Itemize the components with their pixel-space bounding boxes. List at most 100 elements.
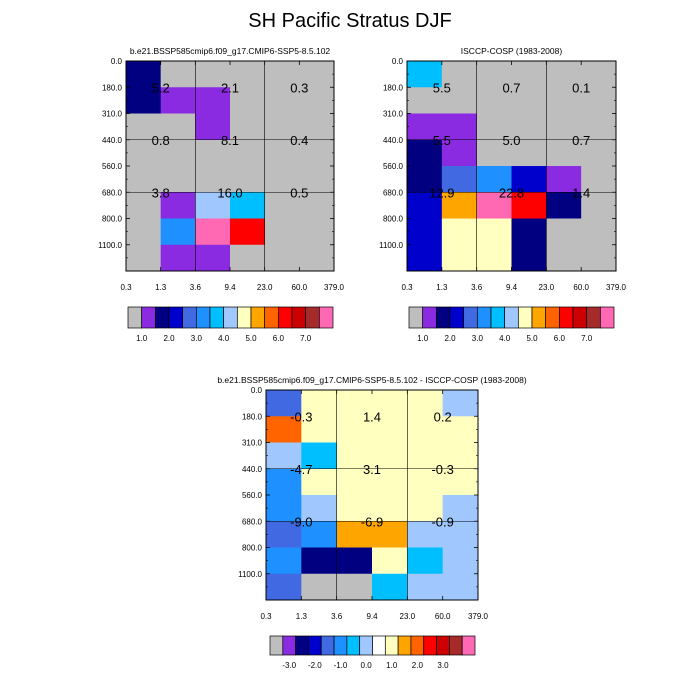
heatmap-cell [546, 244, 582, 272]
heatmap-cell [266, 521, 302, 548]
y-tick-label: 1100.0 [98, 241, 122, 250]
heatmap-cell [299, 87, 335, 114]
colorbar-swatch [168, 306, 184, 329]
heatmap-cell [301, 390, 338, 417]
heatmap-cell [581, 192, 617, 219]
y-tick-label: 680.0 [102, 188, 123, 197]
panel-3: b.e21.BSSP585cmip6.f09_g17.CMIP6-SSP5-8.… [217, 375, 526, 670]
heatmap-cell [476, 113, 512, 141]
box-value: -4.7 [290, 462, 312, 477]
heatmap-cell [266, 547, 302, 575]
heatmap-cell [442, 573, 479, 601]
heatmap-cell [126, 192, 162, 219]
heatmap-cell [264, 166, 300, 193]
heatmap-cell [407, 468, 444, 496]
colorbar-label: 5.0 [245, 334, 257, 343]
heatmap-cell [336, 416, 373, 443]
heatmap-cell [195, 87, 231, 114]
heatmap-cell [301, 547, 338, 575]
colorbar-swatch [531, 306, 547, 329]
colorbar-swatch [223, 306, 238, 329]
colorbar-label: 3.0 [191, 334, 203, 343]
heatmap-cell [301, 521, 338, 548]
colorbar-swatch [504, 306, 519, 329]
heatmap-cell [546, 113, 582, 141]
heatmap-cell [299, 166, 335, 193]
heatmap-cell [126, 218, 162, 246]
heatmap-cell [372, 468, 408, 496]
heatmap-cell [266, 495, 302, 522]
box-value: 5.5 [433, 133, 451, 148]
heatmap-cell [160, 87, 196, 114]
heatmap-cell [407, 495, 444, 522]
heatmap-cell [442, 390, 479, 417]
box-value: 0.1 [572, 80, 590, 95]
colorbar-swatch [236, 306, 252, 329]
heatmap-cell [230, 192, 266, 219]
heatmap-cell [264, 139, 300, 167]
colorbar-label: 1.0 [386, 661, 398, 670]
x-tick-label: 60.0 [292, 283, 308, 292]
panel-title: b.e21.BSSP585cmip6.f09_g17.CMIP6-SSP5-8.… [130, 46, 331, 56]
y-tick-label: 440.0 [102, 136, 123, 145]
box-value: 12.9 [429, 185, 454, 200]
heatmap-cell [160, 61, 196, 88]
heatmap-cell [511, 139, 547, 167]
heatmap-cell [126, 61, 162, 88]
heatmap-cell [299, 113, 335, 141]
colorbar-label: -1.0 [334, 661, 348, 670]
heatmap-cell [160, 166, 196, 193]
colorbar-swatch [449, 306, 465, 329]
box-value: 0.7 [572, 133, 590, 148]
heatmap-cell [407, 192, 443, 219]
box-value: 5.5 [433, 80, 451, 95]
colorbar-swatch [408, 306, 424, 329]
heatmap-cell [299, 61, 335, 88]
colorbar-swatch [463, 306, 478, 329]
heatmap-cell [372, 573, 408, 601]
x-tick-label: 3.6 [190, 283, 202, 292]
y-tick-label: 560.0 [102, 162, 123, 171]
heatmap-cell [511, 244, 547, 272]
colorbar-swatch [422, 306, 437, 329]
colorbar-swatch [359, 635, 373, 656]
box-value: -0.9 [431, 514, 453, 529]
heatmap-cell [160, 218, 196, 246]
heatmap-cell [195, 113, 231, 141]
colorbar-swatch [264, 306, 279, 329]
heatmap-cell [160, 244, 196, 272]
colorbar-swatch [599, 306, 615, 329]
x-tick-label: 379.0 [468, 612, 489, 621]
box-value: 2.1 [221, 80, 239, 95]
heatmap-cell [372, 495, 408, 522]
heatmap-cell [301, 442, 338, 470]
y-tick-label: 1100.0 [379, 241, 403, 250]
colorbar-swatch [195, 306, 211, 329]
heatmap-cell [230, 61, 266, 88]
heatmap-cell [264, 61, 300, 88]
x-tick-label: 9.4 [506, 283, 518, 292]
heatmap-cell [230, 87, 266, 114]
x-tick-label: 60.0 [573, 283, 589, 292]
colorbar-label: 6.0 [554, 334, 566, 343]
colorbar-swatch [141, 306, 156, 329]
heatmap-cell [299, 192, 335, 219]
heatmap-cell [581, 244, 617, 272]
heatmap-cell [442, 495, 479, 522]
colorbar-swatch [372, 635, 386, 656]
colorbar-swatch [346, 635, 361, 656]
panel-2: ISCCP-COSP (1983-2008) 0.0 180.0 310.0 440.0… [379, 46, 626, 343]
panel-title: b.e21.BSSP585cmip6.f09_g17.CMIP6-SSP5-8.… [217, 375, 526, 385]
heatmap-cell [546, 61, 582, 88]
heatmap-cell [126, 166, 162, 193]
y-tick-label: 560.0 [242, 491, 263, 500]
colorbar-label: -3.0 [282, 661, 296, 670]
heatmap-cell [511, 218, 547, 246]
heatmap-cell [581, 87, 617, 114]
heatmap-cell [195, 244, 231, 272]
heatmap-cell [511, 166, 547, 193]
y-tick-label: 180.0 [102, 83, 123, 92]
colorbar-swatch [127, 306, 143, 329]
heatmap-cell [372, 547, 408, 575]
